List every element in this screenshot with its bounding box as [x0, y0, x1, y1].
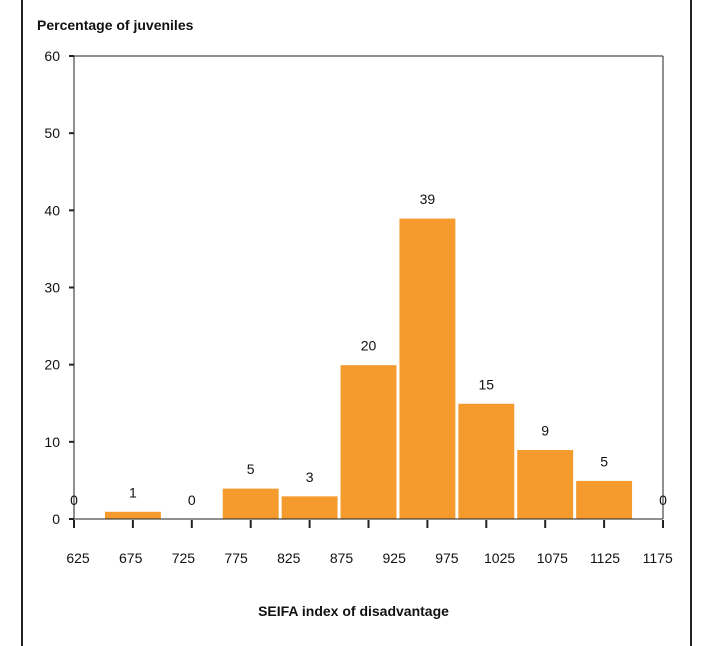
- data-label: 15: [479, 376, 495, 392]
- y-tick-label: 50: [44, 125, 60, 141]
- y-tick-label: 0: [52, 511, 60, 527]
- y-axis-title: Percentage of juveniles: [37, 17, 194, 33]
- chart-frame: [21, 0, 692, 646]
- x-tick-label: 775: [224, 550, 248, 566]
- data-label: 0: [659, 492, 667, 508]
- bar: [516, 449, 575, 520]
- x-tick-label: 1025: [484, 550, 515, 566]
- x-tick-label: 1125: [590, 550, 620, 566]
- bar: [221, 487, 280, 520]
- data-label: 9: [541, 423, 549, 439]
- y-tick-label: 10: [44, 434, 60, 450]
- x-tick-label: 1075: [537, 550, 568, 566]
- bar: [280, 495, 339, 520]
- data-label: 5: [600, 453, 608, 469]
- bar: [339, 364, 398, 520]
- data-label: 1: [129, 484, 137, 500]
- data-label: 20: [361, 338, 377, 354]
- x-tick-label: 925: [383, 550, 407, 566]
- y-tick-label: 30: [44, 280, 60, 296]
- bar: [457, 402, 516, 520]
- x-tick-label: 825: [277, 550, 301, 566]
- bar: [398, 217, 457, 520]
- x-tick-label: 675: [119, 550, 143, 566]
- x-tick-label: 625: [66, 550, 90, 566]
- x-axis-title: SEIFA index of disadvantage: [258, 603, 449, 619]
- data-label: 39: [420, 191, 436, 207]
- x-tick-label: 725: [172, 550, 196, 566]
- y-tick-label: 20: [44, 357, 60, 373]
- bar: [103, 510, 162, 520]
- data-label: 5: [247, 461, 255, 477]
- x-tick-label: 875: [330, 550, 354, 566]
- bar: [575, 479, 634, 520]
- y-tick-label: 40: [44, 202, 60, 218]
- x-tick-label: 975: [435, 550, 459, 566]
- data-label: 0: [70, 492, 78, 508]
- data-label: 0: [188, 492, 196, 508]
- x-tick-label: 1175: [643, 550, 673, 566]
- data-label: 3: [306, 469, 314, 485]
- y-tick-label: 60: [44, 48, 60, 64]
